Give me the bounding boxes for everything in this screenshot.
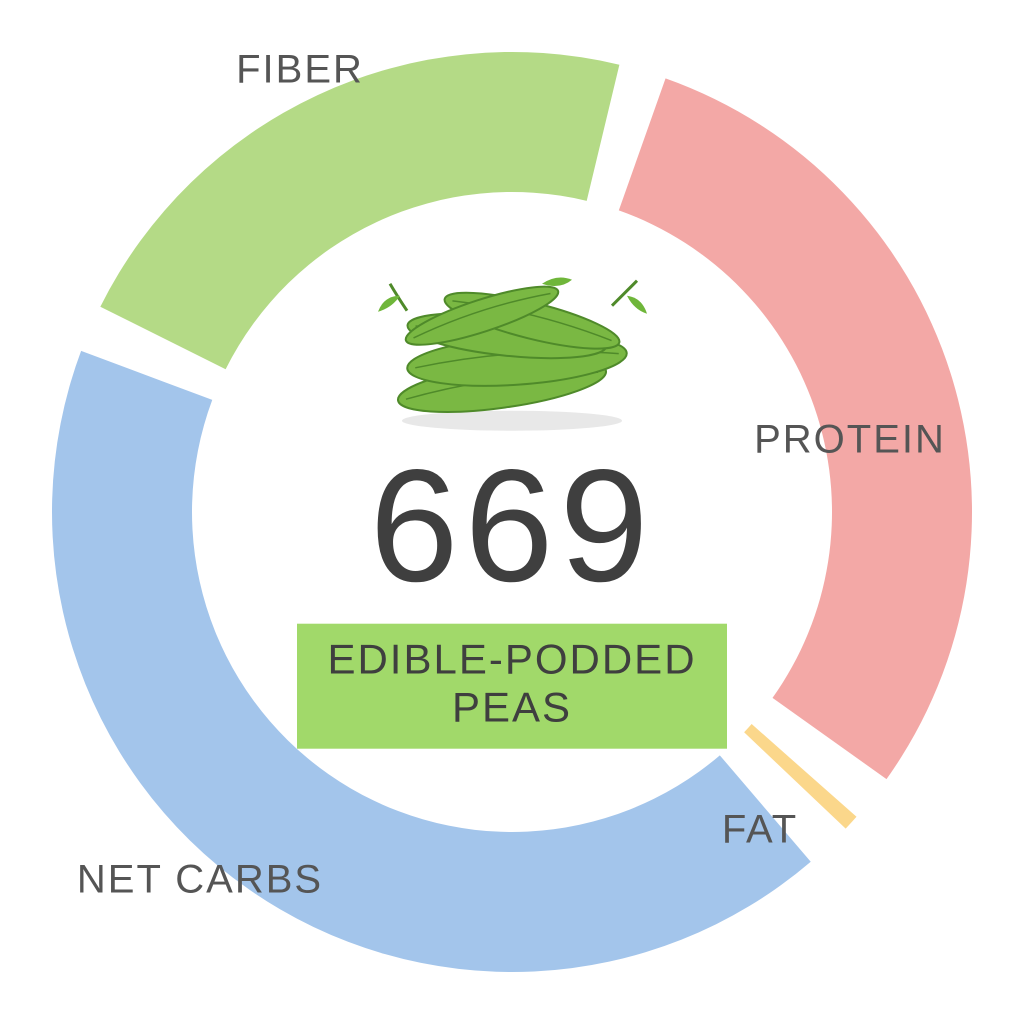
peas-illustration	[362, 266, 662, 436]
nutrition-donut-chart: 669 EDIBLE-PODDED PEAS FIBER PROTEIN FAT NE…	[0, 0, 1024, 1024]
donut-center: 669 EDIBLE-PODDED PEAS	[232, 276, 792, 749]
segment-label-net-carbs: NET CARBS	[77, 858, 323, 903]
food-label-line2: PEAS	[327, 684, 696, 732]
segment-label-fiber: FIBER	[236, 48, 364, 93]
segment-label-protein: PROTEIN	[754, 418, 946, 463]
segment-label-fat: FAT	[722, 808, 798, 853]
food-label-box: EDIBLE-PODDED PEAS	[297, 624, 726, 749]
food-label-line1: EDIBLE-PODDED	[327, 636, 696, 684]
center-value: 669	[370, 446, 655, 606]
